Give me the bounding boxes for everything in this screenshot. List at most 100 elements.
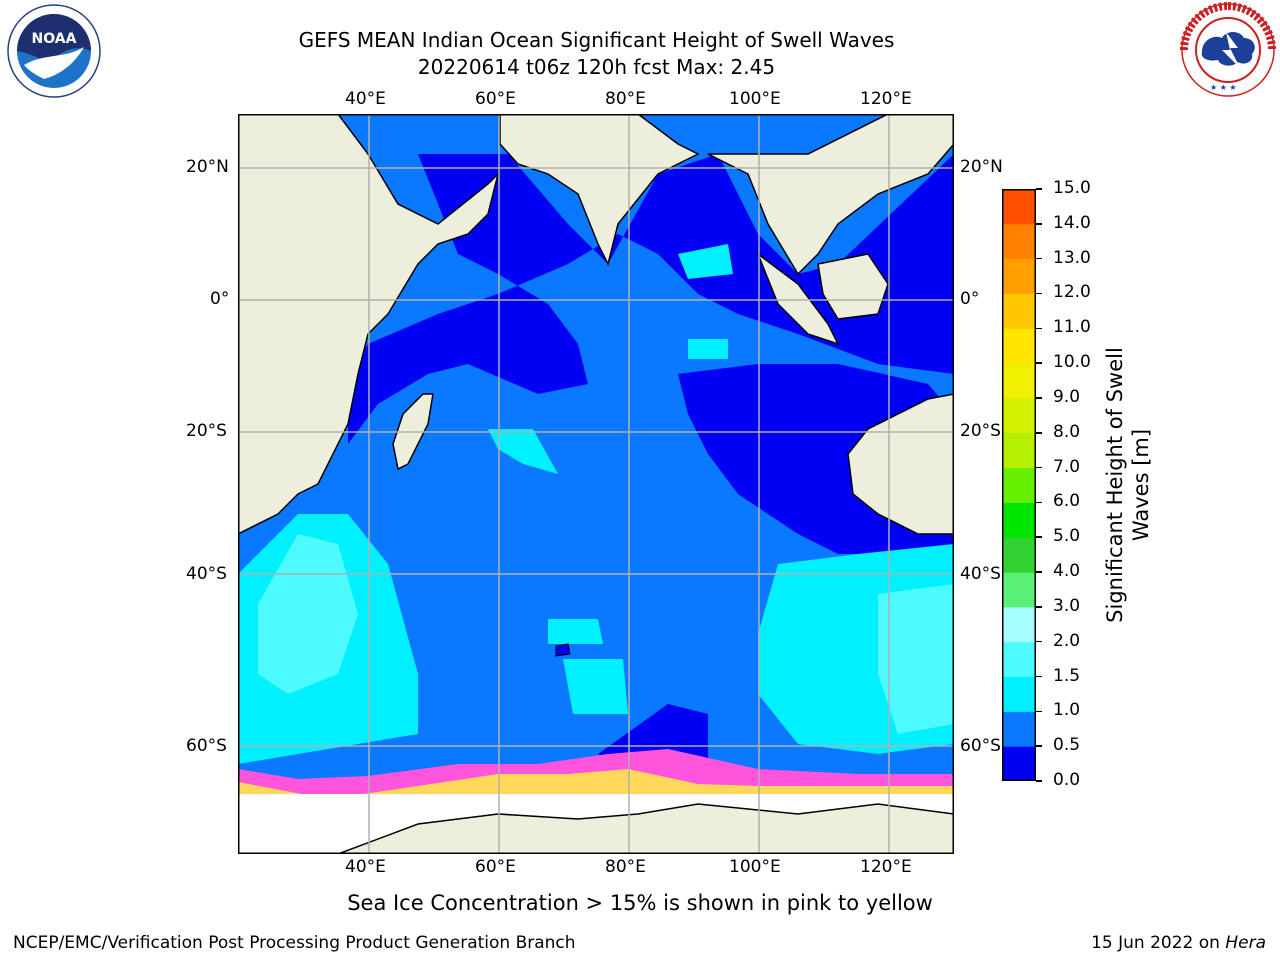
colorbar-tick-label: 1.5 (1053, 665, 1081, 686)
footer-host: Hera (1225, 933, 1266, 953)
land-indonesia (756, 251, 840, 346)
colorbar-segment (1002, 606, 1036, 643)
map-title: GEFS MEAN Indian Ocean Significant Heigh… (298, 28, 895, 52)
colorbar-tick-mark (1036, 640, 1042, 643)
land-africa (237, 113, 500, 536)
swell-light-southeast (878, 584, 954, 734)
colorbar-tick-label: 6.0 (1053, 491, 1081, 512)
colorbar-tick-mark (1036, 257, 1042, 260)
map-frame (238, 114, 954, 854)
swell-cyan-small-5 (688, 339, 728, 359)
colorbar-tick-mark (1036, 292, 1042, 295)
colorbar-tick-label: 1.0 (1053, 700, 1081, 721)
colorbar-tick-label: 0.5 (1053, 735, 1081, 756)
colorbar-tick-mark (1036, 606, 1042, 608)
colorbar-tick-label: 10.0 (1053, 352, 1091, 373)
colorbar-tick-mark (1036, 362, 1042, 364)
lat-label-right-60s: 60°S (960, 736, 1001, 756)
colorbar-segment (1002, 328, 1036, 364)
nws-logo: ★ ★ ★ (1180, 2, 1276, 98)
colorbar-tick-mark (1036, 432, 1042, 434)
sea-ice-pink-band (238, 749, 954, 794)
colorbar-tick-mark (1036, 675, 1042, 678)
map-panel (237, 113, 955, 855)
colorbar-tick-label: 8.0 (1053, 421, 1081, 442)
lon-label-bottom-120e: 120°E (860, 857, 912, 877)
colorbar-tick-mark (1036, 536, 1042, 538)
map-gridlines (238, 114, 954, 854)
lat-label-right-40s: 40°S (960, 564, 1001, 584)
map-subtitle: 20220614 t06z 120h fcst Max: 2.45 (417, 55, 776, 79)
noaa-logo: NOAA (4, 3, 104, 99)
colorbar-tick-mark (1036, 501, 1042, 504)
lat-label-left-0: 0° (210, 289, 230, 309)
lon-label-top-100e: 100°E (729, 89, 781, 109)
colorbar (1002, 189, 1036, 782)
colorbar-tick-label: 2.0 (1053, 630, 1081, 651)
colorbar-label-line1: Significant Height of Swell (1103, 347, 1127, 623)
colorbar-segment (1002, 746, 1036, 782)
colorbar-tick-label: 15.0 (1053, 178, 1091, 198)
lon-label-top-120e: 120°E (860, 89, 912, 109)
lon-label-bottom-80e: 80°E (605, 857, 646, 877)
colorbar-tick-label: 0.0 (1053, 770, 1081, 790)
lon-label-top-80e: 80°E (605, 89, 646, 109)
colorbar-segment (1002, 258, 1036, 294)
colorbar-tick-label: 12.0 (1053, 282, 1091, 303)
colorbar-label-line2: Waves [m] (1129, 428, 1153, 542)
lon-label-bottom-60e: 60°E (475, 857, 516, 877)
colorbar-segment (1002, 572, 1036, 608)
colorbar-segment (1002, 537, 1036, 573)
lon-label-bottom-40e: 40°E (345, 857, 386, 877)
lat-label-left-40s: 40°S (186, 564, 227, 584)
colorbar-tick-mark (1036, 397, 1042, 399)
land-borneo (817, 253, 889, 320)
footer-date: 15 Jun 2022 on Hera (1091, 933, 1266, 953)
land-kerguelen (555, 643, 571, 657)
colorbar-segment (1002, 711, 1036, 747)
colorbar-tick-mark (1036, 780, 1042, 782)
colorbar-tick-mark (1036, 745, 1042, 747)
colorbar-tick-label: 7.0 (1053, 456, 1081, 477)
lat-label-left-60s: 60°S (186, 736, 227, 756)
lon-label-top-60e: 60°E (475, 89, 516, 109)
colorbar-segment (1002, 641, 1036, 678)
lat-label-right-0: 0° (960, 289, 980, 309)
lat-label-left-20s: 20°S (186, 421, 227, 441)
colorbar-segment (1002, 363, 1036, 399)
swell-cyan-small-1 (488, 429, 558, 474)
colorbar-segment (1002, 676, 1036, 712)
colorbar-tick-label: 14.0 (1053, 212, 1091, 233)
colorbar-segment (1002, 467, 1036, 503)
lat-label-right-20n: 20°N (960, 157, 1003, 177)
colorbar-tick-mark (1036, 571, 1042, 573)
colorbar-tick-mark (1036, 466, 1042, 469)
lon-label-top-40e: 40°E (345, 89, 386, 109)
land-india (499, 113, 700, 267)
colorbar-tick-mark (1036, 710, 1042, 713)
lat-label-left-20n: 20°N (186, 157, 229, 177)
swell-cyan-small-2 (548, 619, 603, 644)
colorbar-segment (1002, 432, 1036, 469)
colorbar-tick-label: 3.0 (1053, 595, 1081, 616)
colorbar-tick-mark (1036, 188, 1042, 190)
swell-cyan-small-3 (563, 659, 628, 714)
colorbar-tick-label: 13.0 (1053, 247, 1091, 268)
colorbar-tick-label: 9.0 (1053, 386, 1081, 407)
colorbar-segment (1002, 397, 1036, 434)
lat-label-right-20s: 20°S (960, 421, 1001, 441)
lon-label-bottom-100e: 100°E (729, 857, 781, 877)
colorbar-frame (1002, 189, 1036, 781)
land-australia (847, 393, 955, 535)
colorbar-tick-label: 11.0 (1053, 317, 1091, 338)
colorbar-tick-label: 5.0 (1053, 526, 1081, 547)
footer-credit: NCEP/EMC/Verification Post Processing Pr… (13, 933, 576, 953)
svg-text:★ ★ ★: ★ ★ ★ (1210, 83, 1237, 92)
footer-date-text: 15 Jun 2022 on (1091, 933, 1226, 953)
colorbar-tick-mark (1036, 327, 1042, 330)
colorbar-tick-label: 4.0 (1053, 561, 1081, 582)
swell-cyan-small-4 (678, 244, 733, 279)
colorbar-segment (1002, 502, 1036, 538)
colorbar-segment (1002, 293, 1036, 329)
colorbar-segment (1002, 223, 1036, 260)
